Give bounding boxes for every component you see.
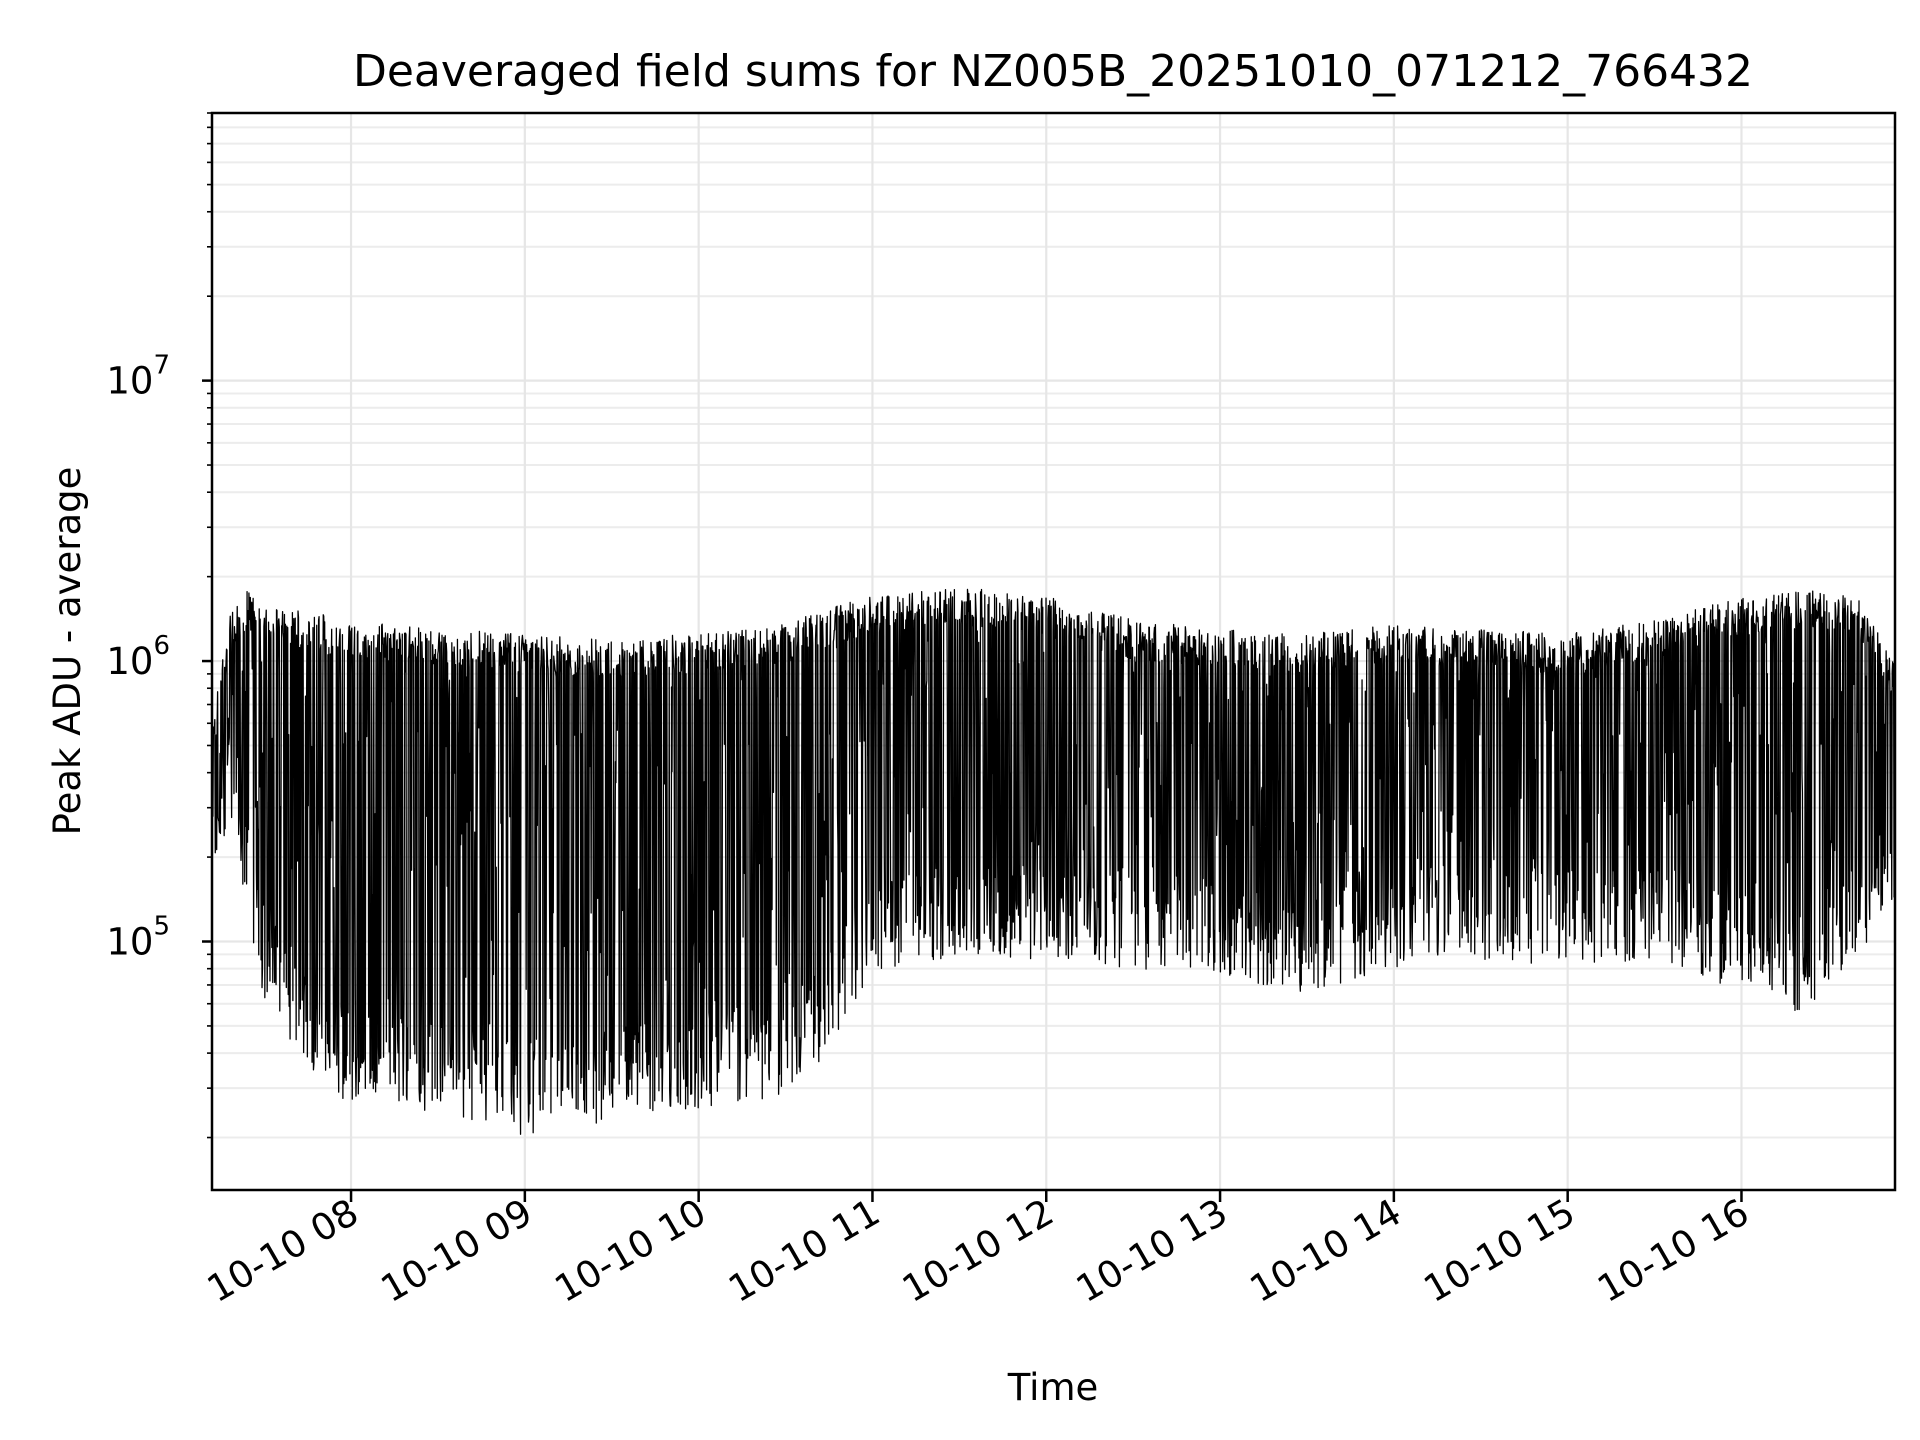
y-axis-label: Peak ADU - average: [46, 467, 89, 836]
plot-frame: [210, 111, 1897, 1192]
series-layer: [212, 588, 1895, 1135]
series-line: [212, 588, 1895, 1135]
y-tick-label-base: 10: [106, 360, 153, 403]
y-tick-label: 106: [106, 631, 170, 683]
y-tick-label-exponent: 6: [153, 631, 170, 661]
y-tick-label: 105: [106, 912, 170, 964]
y-tick-label-exponent: 7: [153, 351, 170, 381]
y-tick-label-base: 10: [106, 640, 153, 683]
x-axis-label: Time: [1007, 1366, 1099, 1409]
y-tick-label: 107: [106, 351, 170, 403]
y-tick-label-base: 10: [106, 921, 153, 964]
y-tick-label-exponent: 5: [153, 912, 170, 942]
chart-title: Deaveraged field sums for NZ005B_2025101…: [353, 46, 1753, 97]
